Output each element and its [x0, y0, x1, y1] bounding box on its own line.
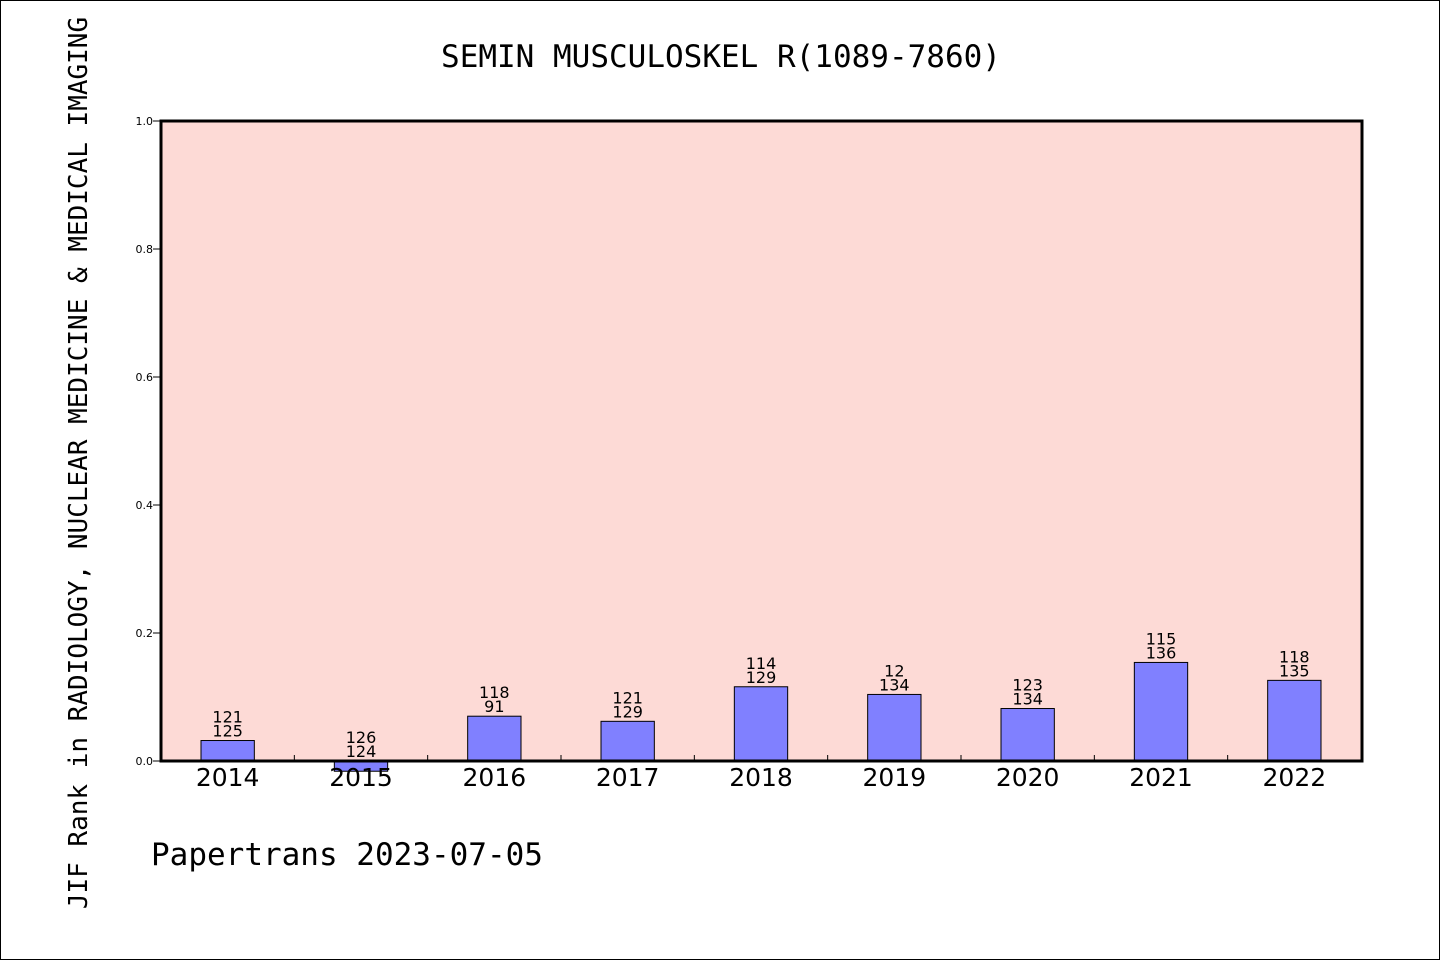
y-tick-label: 0.0	[136, 755, 154, 768]
bar-label-top: 115	[1146, 629, 1177, 648]
x-tick-label: 2014	[196, 763, 260, 792]
bar-label-bottom: 91	[484, 697, 504, 716]
chart-title: SEMIN MUSCULOSKEL R(1089-7860)	[441, 39, 1001, 75]
x-tick-label: 2017	[596, 763, 660, 792]
x-axis-ticks: 2014 2015 2016 2017 2018 2019 2020 2021 2022	[196, 755, 1326, 792]
bar-label-top: 126	[346, 728, 377, 747]
bar-label-bottom: 134	[1012, 690, 1043, 709]
y-tick-label: 0.6	[136, 371, 154, 384]
bar-2021	[1133, 661, 1189, 762]
bar-2020	[1000, 708, 1055, 762]
bar-label-bottom: 135	[1279, 661, 1310, 680]
x-tick-label: 2016	[463, 763, 527, 792]
bar-2018	[733, 686, 789, 762]
y-tick-label: 0.4	[136, 499, 154, 512]
y-tick-label: 0.2	[136, 627, 154, 640]
bar-2017	[600, 720, 655, 762]
x-tick-label: 2018	[729, 763, 793, 792]
x-tick-label: 2019	[863, 763, 927, 792]
x-tick-label: 2022	[1263, 763, 1327, 792]
x-tick-label: 2020	[996, 763, 1060, 792]
bar-2016	[467, 715, 522, 762]
plot-area	[161, 121, 1362, 761]
bar-label-top: 118	[479, 683, 510, 702]
x-tick-label: 2015	[329, 763, 393, 792]
bar-2014	[200, 740, 255, 762]
y-tick-label: 1.0	[136, 115, 154, 128]
bar-label-bottom: 125	[212, 722, 243, 741]
y-axis-ticks: 0.0 0.2 0.4 0.6 0.8 1.0	[136, 115, 161, 768]
bar-label-top: 118	[1279, 647, 1310, 666]
x-tick-label: 2021	[1129, 763, 1193, 792]
bar-label-top: 123	[1012, 676, 1043, 695]
bar-label-top: 121	[212, 708, 243, 727]
bar-label-bottom: 134	[879, 675, 910, 694]
plot-border	[159, 119, 1364, 763]
bar-2019	[867, 693, 922, 762]
y-tick-label: 0.8	[136, 243, 154, 256]
bar-label-top: 121	[612, 688, 643, 707]
bar-label-bottom: 129	[746, 668, 777, 687]
y-axis-label: JIF Rank in RADIOLOGY, NUCLEAR MEDICINE …	[64, 17, 94, 909]
bar-label-top: 114	[746, 654, 777, 673]
bar-label-top: 12	[884, 661, 904, 680]
bar-label-bottom: 136	[1146, 643, 1177, 662]
footer-credit: Papertrans 2023-07-05	[151, 837, 543, 873]
bar-2022	[1267, 679, 1322, 762]
bar-label-bottom: 124	[346, 742, 377, 761]
bar-label-bottom: 129	[612, 702, 643, 721]
